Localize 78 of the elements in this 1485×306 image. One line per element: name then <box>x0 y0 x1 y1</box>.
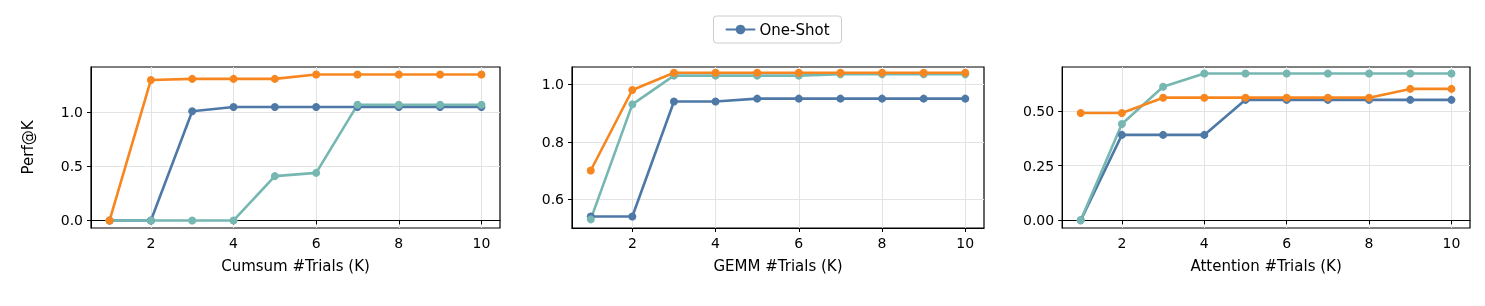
point <box>188 107 197 116</box>
y-tick-label: 1.0 <box>541 76 564 93</box>
point <box>1076 109 1085 117</box>
x-tick-label: 10 <box>1442 235 1461 251</box>
x-tick-label: 8 <box>877 235 887 251</box>
point <box>1200 69 1209 78</box>
point <box>586 166 595 175</box>
point <box>1159 93 1168 102</box>
point <box>1117 109 1126 117</box>
x-tick-label: 4 <box>711 235 721 251</box>
point <box>1159 130 1168 139</box>
y-tick-label: 1.0 <box>60 104 83 121</box>
point <box>436 70 445 79</box>
point <box>188 74 197 83</box>
y-tick-label: 0.00 <box>1023 212 1055 229</box>
x-tick-label: 2 <box>627 235 637 251</box>
x-tick-label: 10 <box>956 235 975 251</box>
point <box>1323 69 1332 78</box>
point <box>961 94 970 103</box>
point <box>270 74 279 83</box>
point <box>229 216 238 225</box>
point <box>628 100 637 109</box>
x-tick-label: 4 <box>229 235 239 251</box>
point <box>669 97 678 106</box>
point <box>1159 82 1168 91</box>
x-tick-label: 2 <box>1117 235 1127 251</box>
y-tick-label: 0.50 <box>1023 102 1055 119</box>
point <box>394 70 403 79</box>
y-tick-label: 0.25 <box>1023 157 1055 174</box>
point <box>312 102 321 111</box>
x-tick-label: 4 <box>1199 235 1209 251</box>
point <box>628 212 637 221</box>
y-tick-label: 0.6 <box>541 191 565 208</box>
point <box>1365 69 1374 78</box>
x-tick-label: 6 <box>311 235 321 251</box>
point <box>1447 69 1456 78</box>
point <box>794 94 803 103</box>
x-tick-label: 8 <box>1364 235 1374 251</box>
point <box>353 70 362 79</box>
point <box>312 168 321 177</box>
point <box>1406 95 1415 104</box>
point <box>1200 130 1209 139</box>
point <box>229 74 238 83</box>
point <box>1241 69 1250 78</box>
x-axis-title: GEMM #Trials (K) <box>713 256 843 275</box>
x-axis-title: Attention #Trials (K) <box>1190 256 1342 275</box>
point <box>1117 130 1126 139</box>
point <box>477 70 486 79</box>
point <box>628 86 637 94</box>
x-tick-label: 8 <box>394 235 404 251</box>
point <box>312 70 321 79</box>
point <box>1282 69 1291 78</box>
point <box>1117 119 1126 128</box>
point <box>1406 69 1415 78</box>
point <box>146 75 155 84</box>
point <box>878 94 887 103</box>
point <box>753 94 762 103</box>
y-tick-label: 0.0 <box>60 212 83 229</box>
point <box>229 102 238 111</box>
x-tick-label: 6 <box>794 235 804 251</box>
x-tick-label: 6 <box>1282 235 1292 251</box>
point <box>270 102 279 111</box>
y-tick-label: 0.8 <box>541 133 564 150</box>
point <box>711 97 720 106</box>
point <box>188 216 197 225</box>
point <box>919 94 928 103</box>
point <box>1447 84 1456 93</box>
y-axis-title: Perf@K <box>18 119 37 175</box>
y-tick-label: 0.5 <box>60 158 83 175</box>
point <box>836 94 845 103</box>
point <box>1406 84 1415 93</box>
point <box>1447 95 1456 104</box>
x-tick-label: 10 <box>472 235 491 251</box>
x-tick-label: 2 <box>146 235 156 251</box>
legend-label: One-Shot <box>759 20 830 39</box>
x-axis-title: Cumsum #Trials (K) <box>221 256 370 275</box>
point <box>270 172 279 181</box>
point <box>1200 93 1209 102</box>
